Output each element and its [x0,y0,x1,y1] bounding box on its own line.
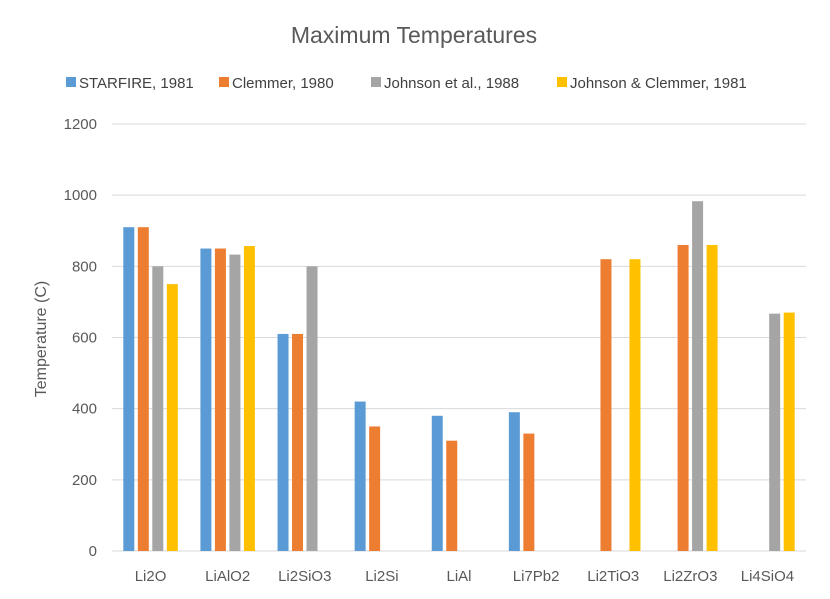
legend-item: Johnson et al., 1988 [371,75,519,92]
bar [137,227,149,552]
bar [431,415,443,551]
bar [277,333,289,551]
legend-swatch [66,77,76,87]
gridlines [112,123,806,552]
bar [706,244,718,551]
bar [214,248,226,551]
legend-label: Johnson et al., 1988 [384,75,519,92]
legend-swatch [557,77,567,87]
bar [523,433,535,551]
legend-item: Johnson & Clemmer, 1981 [557,75,747,92]
bar [600,259,612,551]
bar [629,259,641,551]
bar [677,244,689,551]
y-tick-label: 0 [89,543,97,560]
legend: STARFIRE, 1981 Clemmer, 1980 Johnson et al… [66,75,747,92]
series-1 [123,227,520,552]
y-tick-label: 200 [72,472,97,489]
x-tick-label: Li2ZrO3 [663,568,717,585]
series-2 [137,227,689,552]
bar [229,254,241,552]
bar [166,284,178,551]
bar [200,248,212,551]
legend-label: Clemmer, 1980 [232,75,334,92]
bars [123,201,795,552]
x-tick-label: Li2TiO3 [587,568,639,585]
legend-swatch [371,77,381,87]
legend-label: STARFIRE, 1981 [79,75,194,92]
bar [508,412,520,551]
bar [446,440,458,551]
x-tick-label: Li2Si [365,568,398,585]
legend-item: Clemmer, 1980 [219,75,334,92]
legend-swatch [219,77,229,87]
y-tick-label: 400 [72,401,97,418]
bar [369,426,381,551]
bar [783,312,795,551]
y-tick-label: 1200 [64,116,97,133]
x-tick-label: LiAlO2 [205,568,250,585]
y-axis-ticks: 0 200 400 600 800 1000 1200 [64,116,97,560]
bar [243,246,255,551]
x-tick-label: LiAl [446,568,471,585]
x-tick-label: Li4SiO4 [741,568,794,585]
x-tick-label: Li2SiO3 [278,568,331,585]
bar [292,333,304,551]
chart-title: Maximum Temperatures [291,22,537,48]
legend-label: Johnson & Clemmer, 1981 [570,75,747,92]
x-tick-label: Li2O [135,568,167,585]
bar [123,227,135,552]
series-4 [166,244,795,551]
bar [692,201,704,552]
x-tick-label: Li7Pb2 [513,568,560,585]
bar [152,266,164,551]
y-tick-label: 800 [72,258,97,275]
y-tick-label: 600 [72,330,97,347]
y-tick-label: 1000 [64,187,97,204]
y-axis-title: Temperature (C) [33,281,50,397]
bar [306,266,318,551]
x-axis-ticks: Li2O LiAlO2 Li2SiO3 Li2Si LiAl Li7Pb2 Li2TiO3 L… [135,568,794,585]
bar [354,401,366,551]
bar [769,313,781,551]
legend-item: STARFIRE, 1981 [66,75,194,92]
series-3 [152,201,781,552]
